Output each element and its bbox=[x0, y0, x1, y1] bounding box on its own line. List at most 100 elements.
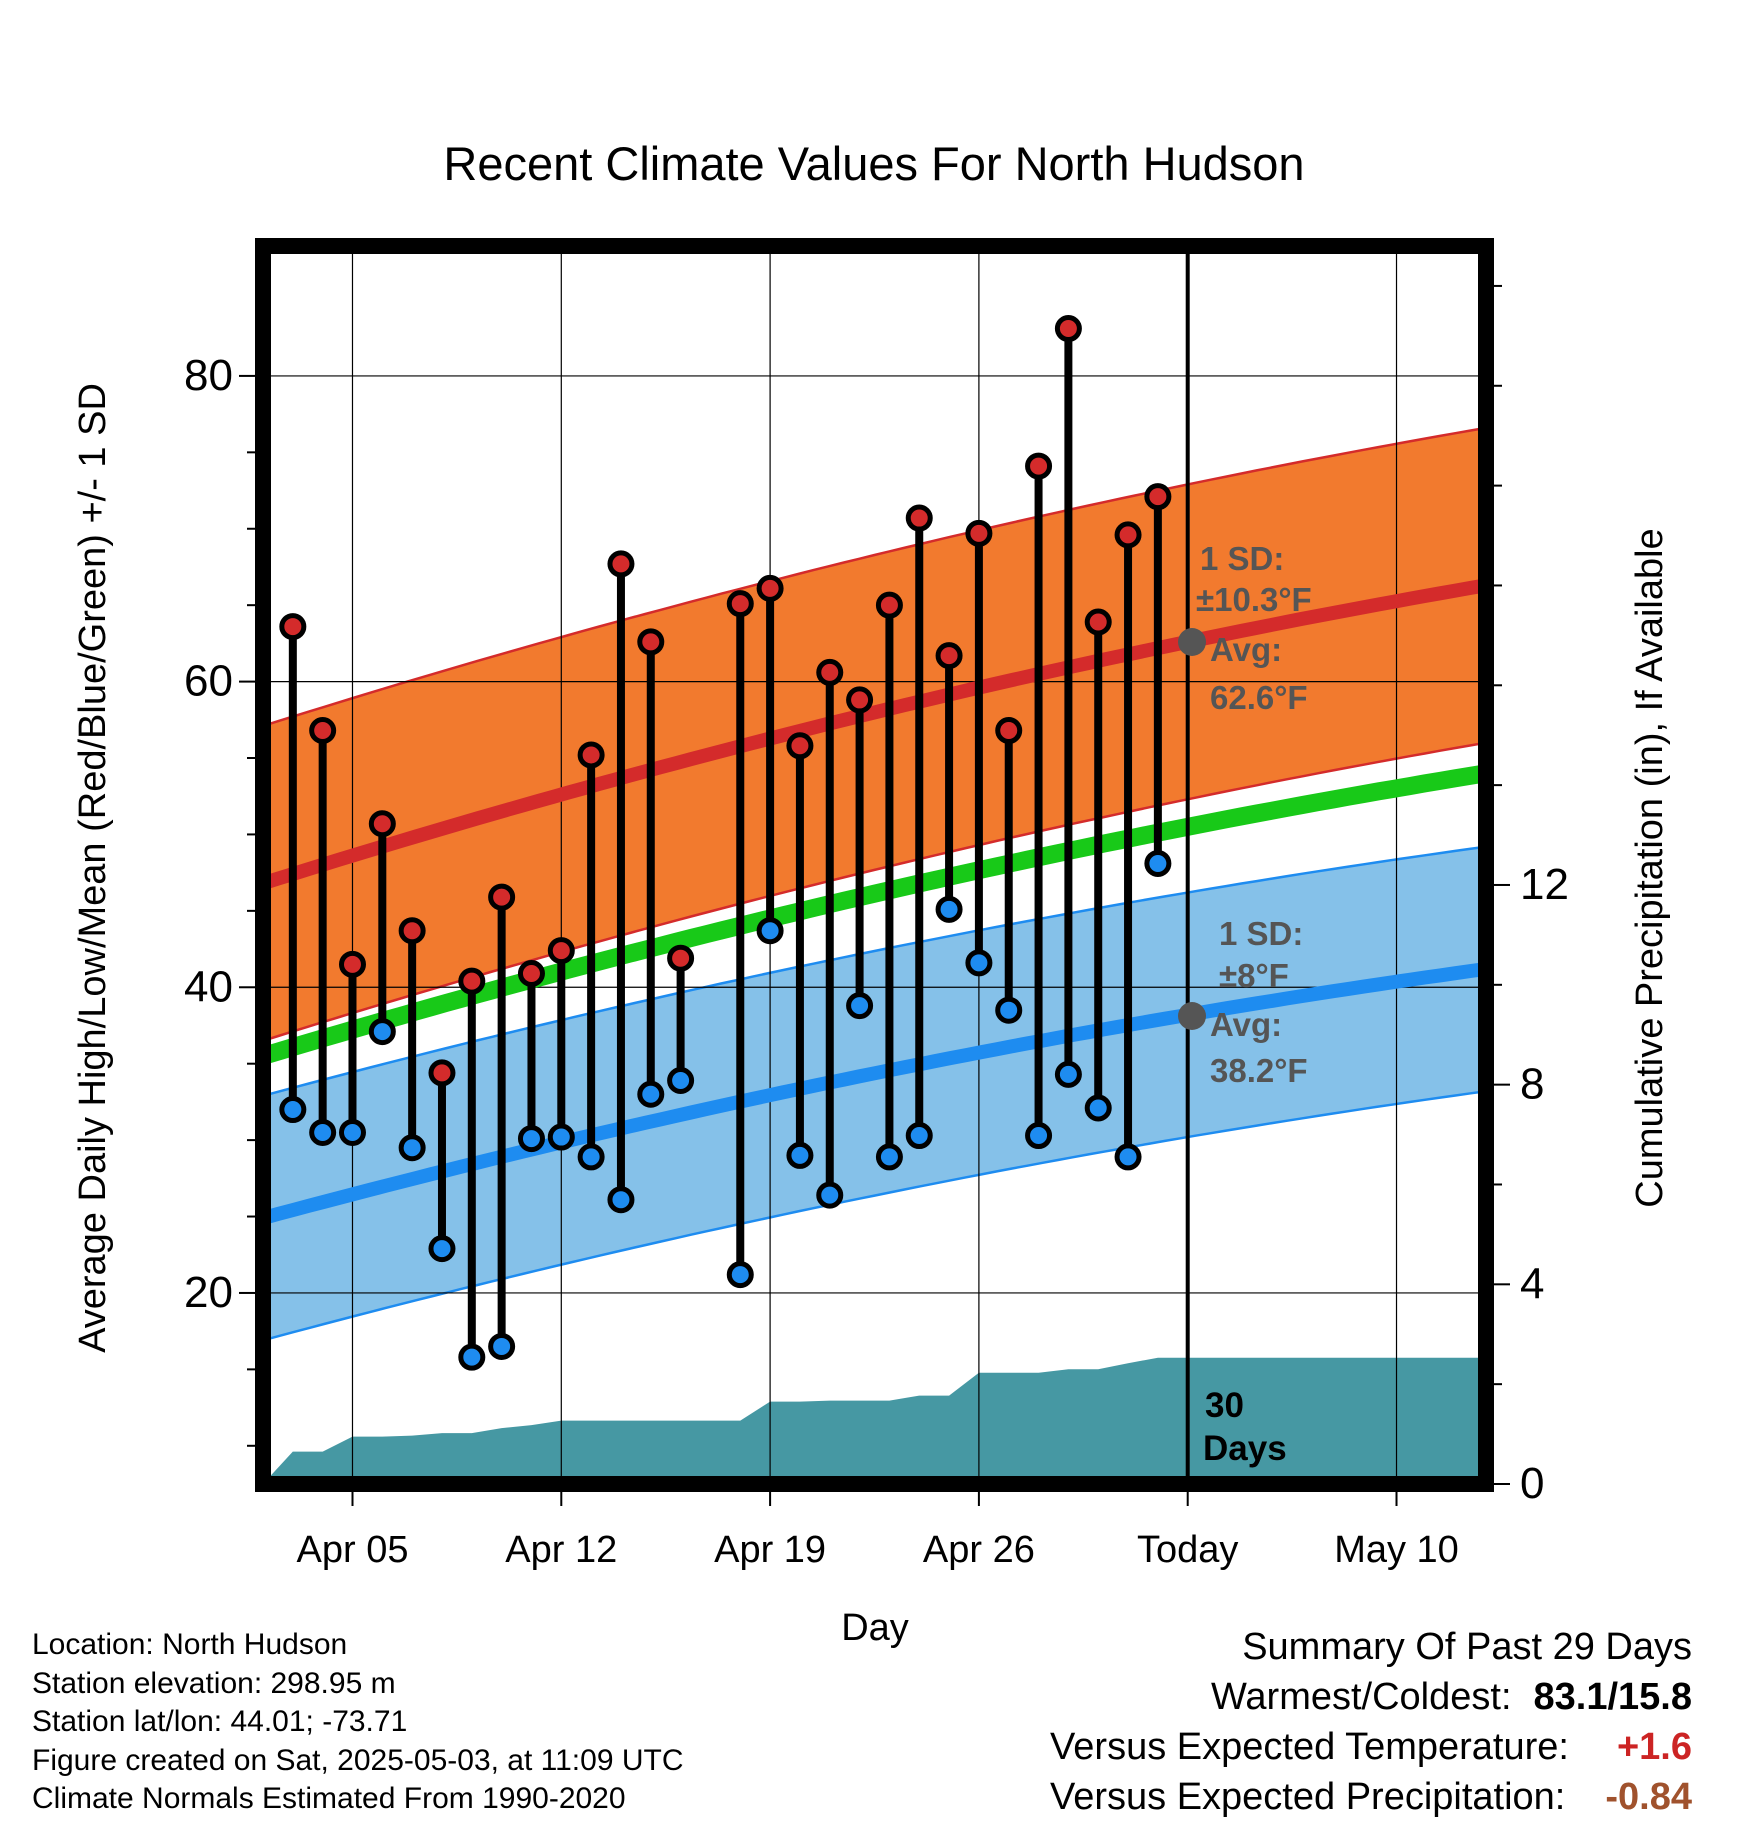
precipitation-anomaly-row: Versus Expected Precipitation: -0.84 bbox=[1050, 1772, 1692, 1822]
low-sd-lower-edge bbox=[262, 1089, 1487, 1342]
daily-high-point bbox=[398, 917, 426, 945]
daily-low-point bbox=[1114, 1143, 1142, 1171]
daily-low-point bbox=[726, 1261, 754, 1289]
warmest-coldest-value: 83.1/15.8 bbox=[1533, 1676, 1692, 1718]
y-tick-label: 20 bbox=[184, 1268, 233, 1317]
daily-low-point bbox=[995, 996, 1023, 1024]
daily-high-point bbox=[965, 519, 993, 547]
daily-low-point bbox=[279, 1096, 307, 1124]
daily-low-point bbox=[935, 895, 963, 923]
daily-low-point bbox=[1084, 1094, 1112, 1122]
daily-high-point bbox=[1025, 452, 1053, 480]
high-sd-value: ±10.3°F bbox=[1196, 581, 1312, 618]
daily-high-point bbox=[726, 590, 754, 618]
daily-high-point bbox=[547, 937, 575, 965]
daily-low-point bbox=[458, 1343, 486, 1371]
normal-mean-line bbox=[260, 764, 1488, 1065]
y2-axis-label: Cumulative Precipitation (in), If Availa… bbox=[1629, 528, 1671, 1207]
daily-low-point bbox=[1025, 1122, 1053, 1150]
x-tick-label: Apr 19 bbox=[714, 1529, 826, 1571]
daily-low-point bbox=[637, 1080, 665, 1108]
daily-high-point bbox=[995, 717, 1023, 745]
daily-high-point bbox=[368, 810, 396, 838]
x-tick-label: Apr 05 bbox=[297, 1529, 409, 1571]
daily-low-point bbox=[846, 992, 874, 1020]
high-avg-label: Avg: bbox=[1210, 631, 1282, 668]
daily-high-point bbox=[488, 883, 516, 911]
low-sd-band bbox=[263, 846, 1486, 1341]
warmest-coldest-row: Warmest/Coldest: 83.1/15.8 bbox=[1050, 1672, 1692, 1722]
daily-high-point bbox=[517, 960, 545, 988]
daily-high-point bbox=[637, 628, 665, 656]
daily-high-point bbox=[1084, 608, 1112, 636]
daily-low-point bbox=[368, 1018, 396, 1046]
y-tick-label: 40 bbox=[184, 962, 233, 1011]
daily-low-point bbox=[786, 1141, 814, 1169]
daily-low-point bbox=[756, 917, 784, 945]
location-text: Location: North Hudson bbox=[32, 1628, 348, 1661]
y-axis-label: Average Daily High/Low/Mean (Red/Blue/Gr… bbox=[72, 383, 114, 1353]
daily-low-point bbox=[398, 1134, 426, 1162]
chart-title: Recent Climate Values For North Hudson bbox=[443, 137, 1304, 190]
high-normal-annotation: 1 SD: ±10.3°F Avg: 62.6°F bbox=[1178, 540, 1312, 716]
daily-low-point bbox=[607, 1186, 635, 1214]
normal-high-line bbox=[260, 578, 1488, 890]
daily-low-point bbox=[965, 949, 993, 977]
daily-high-point bbox=[607, 550, 635, 578]
x-tick-label: Today bbox=[1137, 1529, 1238, 1571]
y2-tick-label: 12 bbox=[1520, 860, 1569, 909]
low-normal-annotation: 1 SD: ±8°F Avg: 38.2°F bbox=[1178, 915, 1308, 1089]
daily-high-point bbox=[279, 613, 307, 641]
low-avg-marker bbox=[1178, 1002, 1206, 1030]
daily-high-point bbox=[667, 944, 695, 972]
low-avg-label: Avg: bbox=[1210, 1006, 1282, 1043]
daily-high-point bbox=[1114, 521, 1142, 549]
precipitation-area-layer bbox=[263, 1357, 1486, 1484]
daily-low-point bbox=[577, 1143, 605, 1171]
daily-high-point bbox=[1054, 315, 1082, 343]
low-sd-value: ±8°F bbox=[1219, 957, 1289, 994]
y2-tick-label: 0 bbox=[1520, 1459, 1544, 1508]
temperature-anomaly-value: +1.6 bbox=[1616, 1726, 1692, 1768]
x-tick-label: Apr 12 bbox=[505, 1529, 617, 1571]
low-sd-upper-edge bbox=[262, 845, 1487, 1098]
daily-high-point bbox=[458, 967, 486, 995]
temperature-anomaly-row: Versus Expected Temperature: +1.6 bbox=[1050, 1722, 1692, 1772]
precipitation-anomaly-value: -0.84 bbox=[1605, 1776, 1692, 1818]
daily-low-point bbox=[875, 1143, 903, 1171]
observations-layer bbox=[279, 315, 1172, 1371]
window-annotation: 30 Days bbox=[1203, 1386, 1287, 1468]
daily-high-point bbox=[309, 717, 337, 745]
daily-high-point bbox=[756, 574, 784, 602]
daily-low-point bbox=[309, 1118, 337, 1146]
normal-low-line bbox=[261, 961, 1487, 1225]
summary-panel: Summary Of Past 29 Days Warmest/Coldest:… bbox=[1050, 1622, 1692, 1822]
high-sd-label: 1 SD: bbox=[1200, 540, 1284, 577]
precipitation-anomaly-label: Versus Expected Precipitation: bbox=[1049, 1776, 1566, 1818]
window-unit: Days bbox=[1203, 1429, 1287, 1468]
y2-tick-label: 4 bbox=[1520, 1259, 1544, 1308]
high-avg-value: 62.6°F bbox=[1210, 679, 1308, 716]
daily-high-point bbox=[577, 741, 605, 769]
daily-low-point bbox=[547, 1123, 575, 1151]
warmest-coldest-label: Warmest/Coldest: bbox=[1210, 1676, 1512, 1718]
high-sd-upper-edge bbox=[262, 426, 1487, 728]
latlon-text: Station lat/lon: 44.01; -73.71 bbox=[32, 1705, 408, 1738]
y-tick-label: 60 bbox=[184, 657, 233, 706]
daily-high-point bbox=[905, 504, 933, 532]
daily-low-point bbox=[338, 1118, 366, 1146]
precipitation-area bbox=[263, 1357, 1486, 1484]
y2-tick-label: 8 bbox=[1520, 1060, 1544, 1109]
normals-text: Climate Normals Estimated From 1990-2020 bbox=[32, 1782, 626, 1815]
daily-low-point bbox=[428, 1235, 456, 1263]
normal-bands-layer bbox=[262, 426, 1487, 1342]
daily-low-point bbox=[488, 1332, 516, 1360]
temperature-anomaly-label: Versus Expected Temperature: bbox=[1050, 1726, 1569, 1768]
y-tick-label: 80 bbox=[184, 351, 233, 400]
elevation-text: Station elevation: 298.95 m bbox=[32, 1666, 396, 1700]
daily-high-point bbox=[816, 658, 844, 686]
x-axis-label: Day bbox=[841, 1607, 909, 1649]
daily-high-point bbox=[1144, 483, 1172, 511]
created-text: Figure created on Sat, 2025-05-03, at 11… bbox=[32, 1743, 684, 1777]
